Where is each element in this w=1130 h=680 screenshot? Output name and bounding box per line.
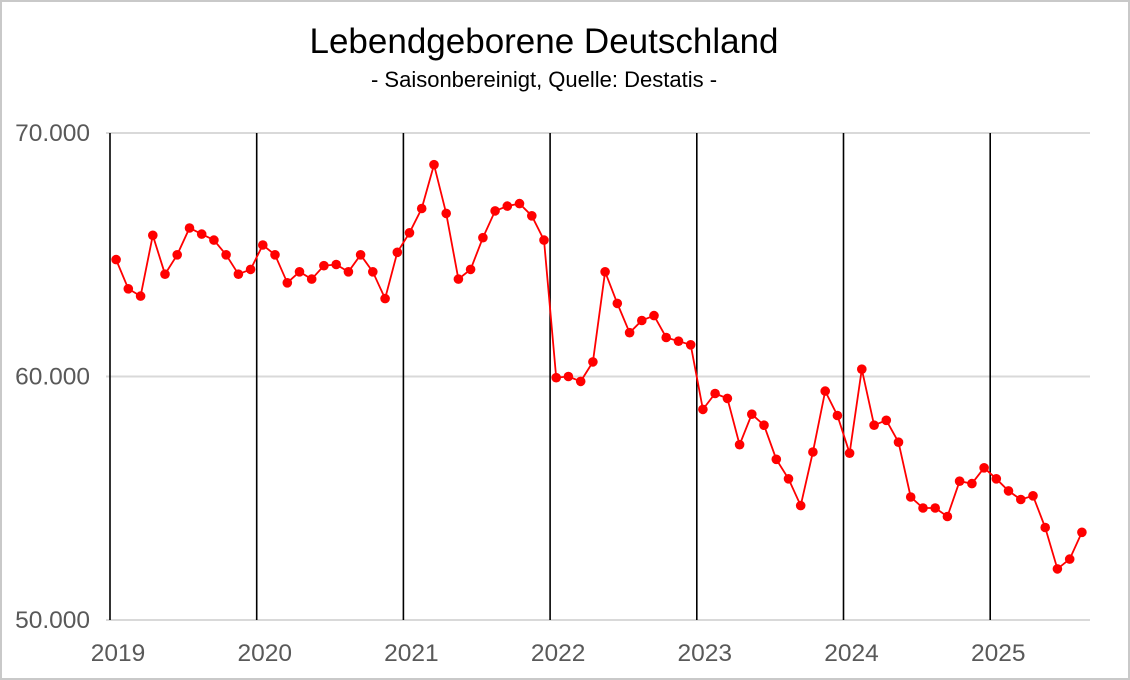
data-point <box>795 500 806 511</box>
data-point <box>527 211 537 221</box>
data-point <box>575 376 586 387</box>
data-point <box>233 269 244 280</box>
x-axis-label: 2022 <box>531 640 586 667</box>
data-point <box>465 264 476 275</box>
data-point <box>368 267 378 277</box>
data-point <box>832 410 843 421</box>
data-point <box>331 259 342 270</box>
data-point <box>881 415 892 426</box>
data-point <box>808 447 818 457</box>
data-point <box>551 372 561 383</box>
data-point <box>1077 527 1087 538</box>
data-point <box>123 284 134 294</box>
data-point <box>355 250 366 260</box>
data-point <box>734 439 745 450</box>
data-point <box>416 203 427 214</box>
data-point <box>1052 564 1063 574</box>
data-point <box>685 340 696 350</box>
data-point <box>1016 494 1026 505</box>
data-point <box>783 474 794 484</box>
data-point <box>844 448 855 459</box>
data-point <box>258 240 268 250</box>
data-point <box>380 293 390 304</box>
x-axis-label: 2021 <box>384 640 439 667</box>
x-axis-label: 2020 <box>237 640 292 667</box>
data-point <box>245 264 256 275</box>
data-point <box>954 476 965 487</box>
data-point <box>160 269 170 280</box>
data-point <box>478 232 488 243</box>
data-point <box>514 198 525 209</box>
data-point <box>905 492 916 502</box>
data-point <box>820 386 830 396</box>
data-point <box>967 478 977 489</box>
data-point <box>612 298 623 309</box>
data-point <box>563 371 574 382</box>
data-point <box>172 250 182 260</box>
x-axis-label: 2024 <box>824 640 879 667</box>
data-point <box>453 274 464 284</box>
data-point <box>710 388 720 399</box>
data-point <box>319 260 329 271</box>
data-point <box>502 201 513 211</box>
data-point <box>747 409 757 420</box>
data-point <box>942 511 953 522</box>
data-point <box>722 393 733 404</box>
data-point <box>343 267 354 277</box>
data-point <box>624 327 635 338</box>
data-point <box>918 503 928 513</box>
data-point <box>857 364 867 375</box>
data-point <box>490 206 500 216</box>
data-point <box>135 291 146 301</box>
x-axis-label: 2025 <box>971 640 1026 667</box>
data-point <box>600 267 610 277</box>
data-point <box>539 235 549 245</box>
data-point <box>294 267 305 277</box>
data-point <box>196 229 207 239</box>
data-point <box>893 437 904 448</box>
data-point <box>221 250 231 260</box>
data-point <box>1064 554 1075 564</box>
data-point <box>392 247 403 258</box>
data-point <box>649 310 659 321</box>
data-point <box>306 274 317 284</box>
y-axis-label: 70.000 <box>15 120 90 147</box>
data-point <box>1040 522 1050 533</box>
data-point <box>209 235 219 245</box>
y-axis-label: 50.000 <box>15 607 90 634</box>
data-point <box>441 208 452 219</box>
data-point <box>429 159 439 170</box>
x-axis-label: 2019 <box>91 640 146 667</box>
data-point <box>282 278 293 288</box>
data-point <box>991 474 1002 484</box>
data-point <box>698 404 708 415</box>
data-point <box>930 503 940 513</box>
data-point <box>661 332 671 343</box>
data-point <box>148 230 158 241</box>
data-point <box>588 357 598 367</box>
data-point <box>1003 486 1014 496</box>
data-point <box>869 420 879 431</box>
data-point <box>111 254 121 265</box>
data-point <box>637 315 647 326</box>
data-point <box>771 454 782 465</box>
x-axis-label: 2023 <box>678 640 733 667</box>
data-point <box>270 250 280 260</box>
y-axis-label: 60.000 <box>15 364 90 391</box>
data-point <box>1028 491 1038 501</box>
data-point <box>404 228 415 238</box>
data-point <box>979 463 989 473</box>
data-point <box>673 336 684 347</box>
data-point <box>184 223 195 233</box>
data-point <box>759 420 769 431</box>
